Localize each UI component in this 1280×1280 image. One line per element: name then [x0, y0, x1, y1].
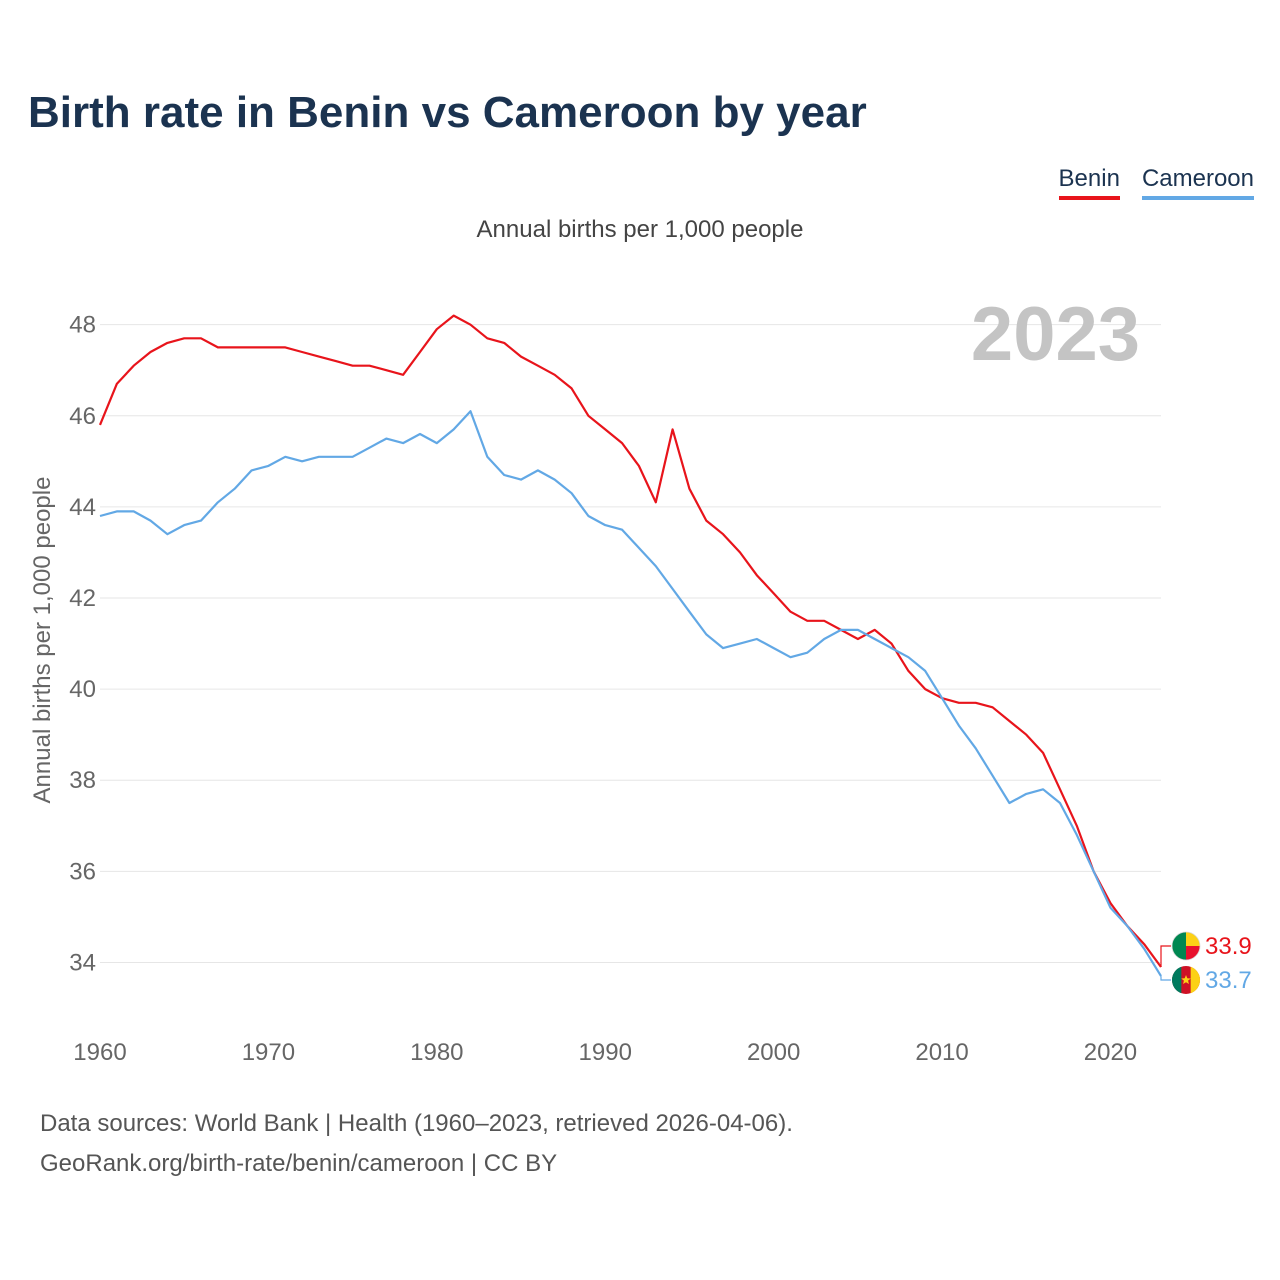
footer: Data sources: World Bank | Health (1960–… — [40, 1104, 793, 1184]
footer-sources: Data sources: World Bank | Health (1960–… — [40, 1110, 793, 1137]
year-watermark: 2023 — [971, 292, 1140, 377]
series-layer — [98, 314, 1162, 977]
end-connector-cameroon — [1160, 976, 1171, 981]
y-tick-label-48: 48 — [69, 312, 96, 339]
grid-layer — [100, 324, 1161, 963]
y-axis-label: Annual births per 1,000 people — [29, 477, 56, 804]
x-tick-label-2020: 2020 — [1084, 1039, 1137, 1066]
series-line-benin[interactable] — [98, 314, 1162, 968]
chart-subtitle: Annual births per 1,000 people — [476, 216, 804, 243]
chart-title: Birth rate in Benin vs Cameroon by year — [28, 88, 867, 137]
series-line-cameroon[interactable] — [99, 410, 1162, 977]
end-connector-benin — [1160, 945, 1171, 967]
end-value-label-cameroon: 33.7 — [1205, 967, 1252, 994]
x-tick-label-1990: 1990 — [579, 1039, 632, 1066]
y-tick-label-34: 34 — [69, 949, 96, 976]
cameroon-flag-icon — [1172, 966, 1201, 994]
y-tick-label-44: 44 — [69, 494, 96, 521]
benin-flag-icon — [1171, 931, 1201, 961]
x-axis-ticks: 1960 1970 1980 1990 2000 2010 2020 — [73, 1039, 1137, 1066]
x-tick-label-2010: 2010 — [915, 1039, 968, 1066]
y-tick-label-42: 42 — [69, 585, 96, 612]
x-tick-label-1980: 1980 — [410, 1039, 463, 1066]
y-tick-label-46: 46 — [69, 403, 96, 430]
footer-attribution: GeoRank.org/birth-rate/benin/cameroon | … — [40, 1150, 558, 1177]
legend-item-cameroon[interactable]: Cameroon — [1141, 164, 1254, 200]
x-tick-label-1960: 1960 — [73, 1039, 126, 1066]
end-labels: 33.9 33.7 — [1160, 931, 1252, 994]
y-tick-label-38: 38 — [69, 767, 96, 794]
y-axis-ticks: 34 36 38 40 42 44 46 48 — [69, 312, 96, 977]
y-tick-label-36: 36 — [69, 858, 96, 885]
x-tick-label-2000: 2000 — [747, 1039, 800, 1066]
x-tick-label-1970: 1970 — [242, 1039, 295, 1066]
legend-item-benin[interactable]: Benin — [1058, 164, 1120, 200]
legend: Benin Cameroon — [1058, 164, 1254, 200]
end-value-label-benin: 33.9 — [1205, 933, 1252, 960]
y-tick-label-40: 40 — [69, 676, 96, 703]
